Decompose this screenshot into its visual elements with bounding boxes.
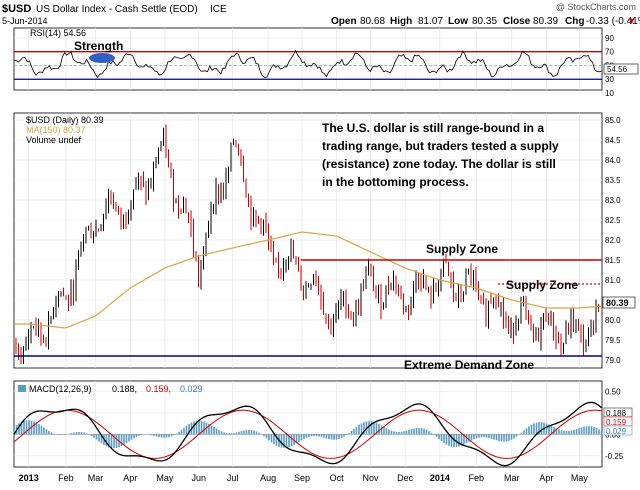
x-axis-tick-label: May: [571, 473, 589, 483]
price-axis-tick: 79.5: [605, 336, 621, 345]
chg-down-icon: ▼: [627, 16, 636, 26]
rsi-axis-tick: 30: [605, 75, 614, 84]
open-value: 80.68: [360, 16, 385, 27]
index-name: US Dollar Index - Cash Settle (EOD): [36, 4, 198, 15]
x-axis-tick-label: Nov: [362, 473, 379, 483]
macd-hist-box: [603, 425, 633, 436]
rsi-last-value-box: [603, 63, 639, 75]
price-axis-tick: 83.0: [605, 196, 621, 205]
macd-signal-line: [13, 409, 602, 459]
x-axis-tick-label: Mar: [504, 473, 520, 483]
annotation-line-4: in the bottoming process.: [322, 175, 469, 189]
demand-zone-label: Extreme Demand Zone: [404, 358, 534, 372]
x-axis-tick-label: May: [156, 473, 174, 483]
rsi-line: [13, 49, 602, 79]
macd-hist-tag: 0.029: [606, 427, 627, 436]
supply-zone-label-2: Supply Zone: [506, 278, 578, 292]
exchange-label: ICE: [210, 4, 227, 15]
price-legend-ma: MA(150) 80.37: [26, 125, 86, 135]
close-label: Close: [503, 16, 531, 27]
price-axis-tick: 79.0: [605, 356, 621, 365]
x-axis-tick-label: Feb: [468, 473, 484, 483]
rsi-axis-tick: 10: [605, 89, 614, 98]
x-axis-tick-label: Apr: [539, 473, 553, 483]
close-value: 80.39: [533, 16, 558, 27]
price-axis-tick: 82.0: [605, 236, 621, 245]
price-legend-volume: Volume undef: [26, 135, 82, 145]
macd-panel-frame: [13, 380, 603, 468]
price-axis-tick: 84.0: [605, 156, 621, 165]
x-axis-tick-label: Dec: [397, 473, 414, 483]
macd-signal-value: 0.159,: [146, 384, 171, 394]
macd-line: [13, 401, 602, 467]
rsi-axis-tick: 90: [605, 34, 614, 43]
macd-layer: 0.500.250.00-0.25: [13, 387, 624, 467]
annotation-line-1: The U.S. dollar is still range-bound in …: [322, 121, 544, 135]
x-axis-tick-label: Jul: [227, 473, 239, 483]
price-last-value: 80.39: [606, 298, 629, 308]
price-last-value-box: [602, 296, 636, 309]
strength-highlight: [89, 53, 115, 63]
price-annotation: The U.S. dollar is still range-bound in …: [322, 121, 559, 189]
price-axis-tick: 84.5: [605, 136, 621, 145]
macd-axis-tick: -0.25: [605, 452, 624, 461]
macd-hist-value: 0.029: [180, 384, 203, 394]
macd-signal-tag: 0.159: [606, 418, 627, 427]
x-axis-tick-label: 2013: [19, 473, 39, 483]
chg-label: Chg: [565, 16, 584, 27]
rsi-axis-tick: 70: [605, 48, 614, 57]
macd-legend-swatch: [18, 385, 26, 392]
price-axis-tick: 83.5: [605, 176, 621, 185]
x-axis-tick-label: Mar: [88, 473, 104, 483]
open-label: Open: [331, 16, 357, 27]
annotation-line-3: (resistance) zone today. The dollar is s…: [322, 157, 556, 171]
macd-label: MACD(12,26,9): [29, 384, 92, 394]
price-legend-series: $USD (Daily) 80.39: [26, 115, 104, 125]
x-axis-tick-label: Feb: [58, 473, 74, 483]
price-axis-tick: 81.0: [605, 276, 621, 285]
supply-zone-label: Supply Zone: [426, 242, 498, 256]
x-axis-tick-label: Oct: [330, 473, 345, 483]
x-axis-tick-label: 2014: [430, 473, 450, 483]
macd-value: 0.188,: [112, 384, 137, 394]
x-axis-tick-label: Sep: [294, 473, 310, 483]
annotation-line-2: trading range, but traders tested a supp…: [322, 139, 559, 153]
x-axis: 2013 Feb Mar Apr May Jun Jul Aug Sep Oct Nov Dec 201…: [19, 473, 589, 483]
chart-date: 5-Jun-2014: [2, 16, 48, 26]
chg-value: -0.33 (-0.41%): [586, 16, 640, 27]
high-label: High: [390, 16, 412, 27]
watermark: @ StockCharts.com: [556, 2, 636, 12]
price-axis-tick: 80.0: [605, 316, 621, 325]
x-axis-tick-label: Apr: [123, 473, 137, 483]
symbol-title: $USD: [2, 3, 31, 15]
price-axis-tick: 82.5: [605, 216, 621, 225]
macd-value-tag: 0.188: [606, 409, 627, 418]
ma-line: [14, 231, 603, 329]
x-axis-tick-label: Jun: [191, 473, 206, 483]
low-value: 80.35: [472, 16, 497, 27]
price-axis-tick: 85.0: [605, 116, 621, 125]
rsi-label: RSI(14) 54.56: [30, 28, 86, 38]
price-axis-tick: 81.5: [605, 256, 621, 265]
rsi-last-value: 54.56: [607, 65, 628, 74]
high-value: 81.07: [418, 16, 443, 27]
low-label: Low: [448, 16, 468, 27]
rsi-layer: 9070503010: [13, 34, 614, 98]
macd-axis-tick: 0.50: [605, 387, 621, 396]
rsi-strength-tag: Strength: [74, 39, 123, 53]
x-axis-tick-label: Aug: [260, 473, 276, 483]
